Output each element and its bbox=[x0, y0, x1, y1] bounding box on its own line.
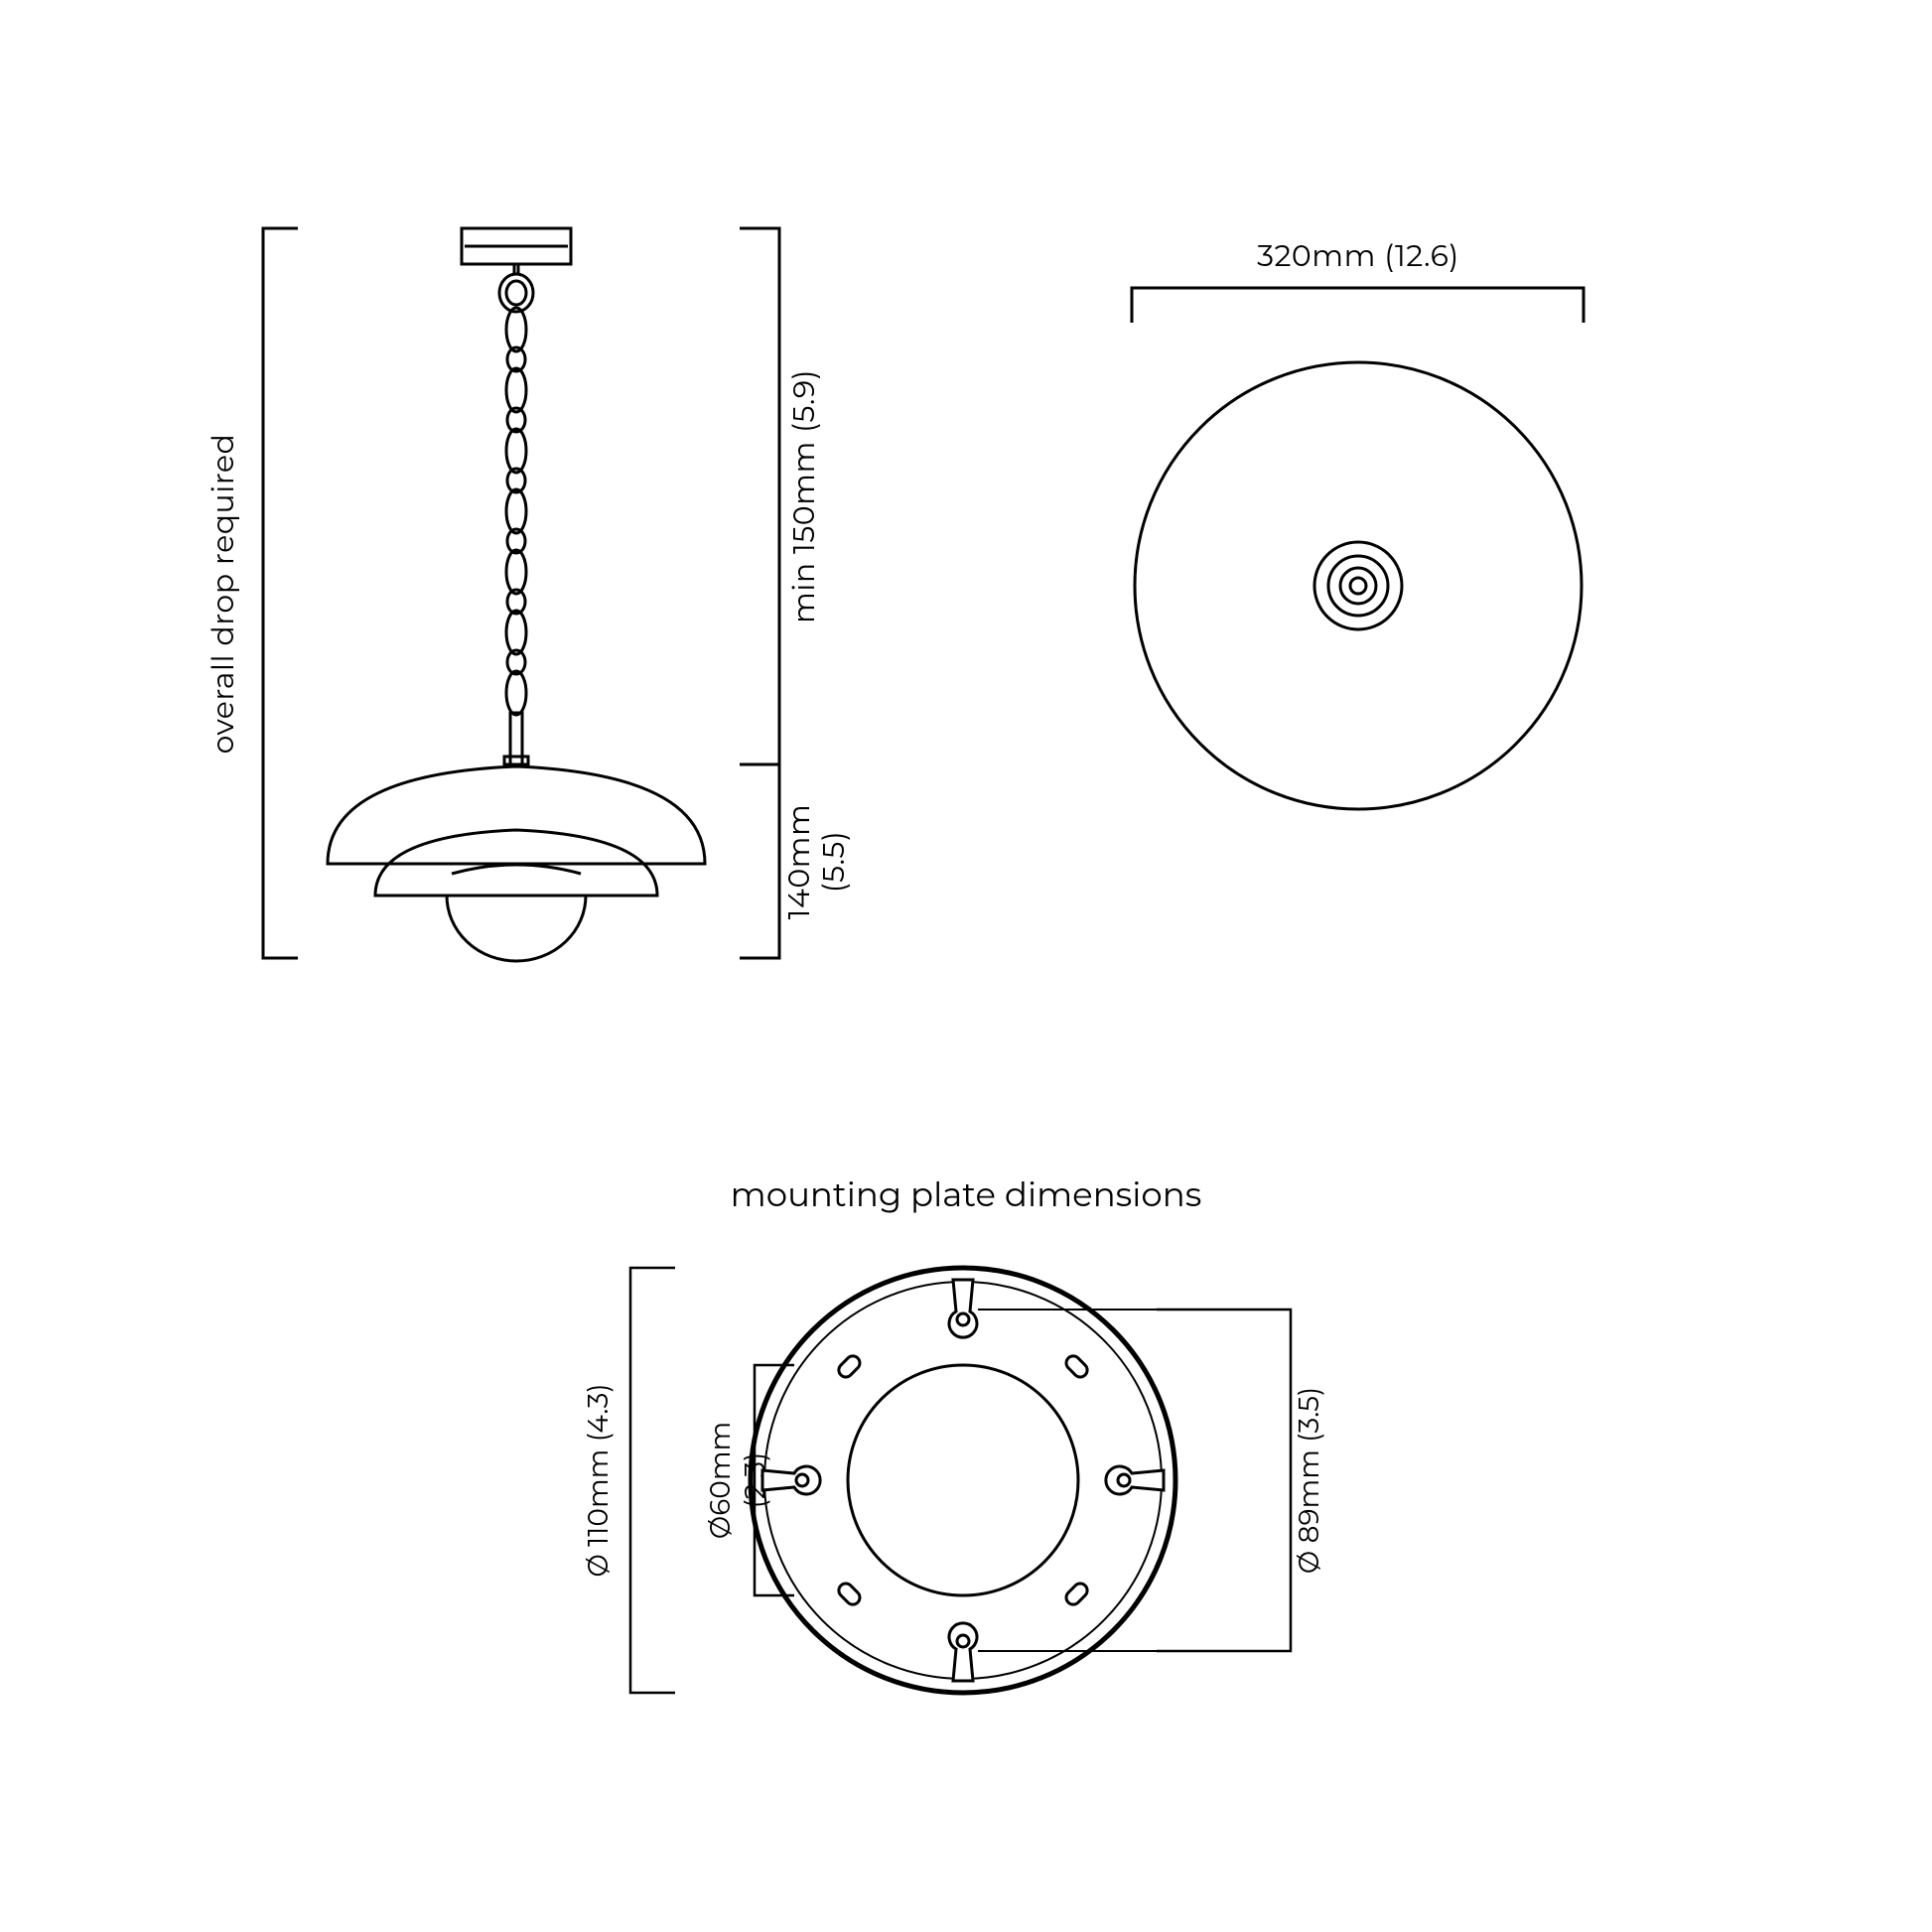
overall-drop-label: overall drop required bbox=[205, 434, 241, 755]
side-view: overall drop required min 150mm (5.9) 14… bbox=[205, 228, 852, 961]
mount-screw-dia-label: Ø 89mm (3.5) bbox=[1293, 1387, 1326, 1575]
mount-inner-dia-label-1: Ø60mm bbox=[704, 1422, 738, 1540]
mount-slots bbox=[836, 1353, 1090, 1607]
mount-outer-dia-label: Ø 110mm (4.3) bbox=[582, 1383, 616, 1577]
mount-inner-ring bbox=[848, 1365, 1078, 1595]
mount-outer-ring-edge bbox=[764, 1282, 1162, 1679]
top-view: 320mm (12.6) bbox=[1132, 237, 1584, 809]
shade-height-label-1: 140mm bbox=[780, 804, 817, 920]
top-outer-circle bbox=[1135, 362, 1582, 809]
shade bbox=[328, 766, 705, 961]
mounting-plate-view: mounting plate dimensions Ø 110mm (4.3) … bbox=[582, 1173, 1326, 1693]
shade-height-label-2: (5.5) bbox=[815, 831, 852, 894]
mounting-title: mounting plate dimensions bbox=[731, 1173, 1202, 1215]
overall-drop-bracket bbox=[263, 228, 298, 958]
ceiling-rose bbox=[462, 228, 571, 264]
right-dim-brackets bbox=[740, 228, 779, 958]
technical-drawing: overall drop required min 150mm (5.9) 14… bbox=[0, 0, 1932, 1932]
top-diameter-label: 320mm (12.6) bbox=[1257, 237, 1459, 274]
stem bbox=[504, 713, 528, 764]
min-drop-label: min 150mm (5.9) bbox=[785, 369, 822, 623]
chain bbox=[506, 308, 526, 715]
canopy-ring bbox=[499, 264, 533, 312]
